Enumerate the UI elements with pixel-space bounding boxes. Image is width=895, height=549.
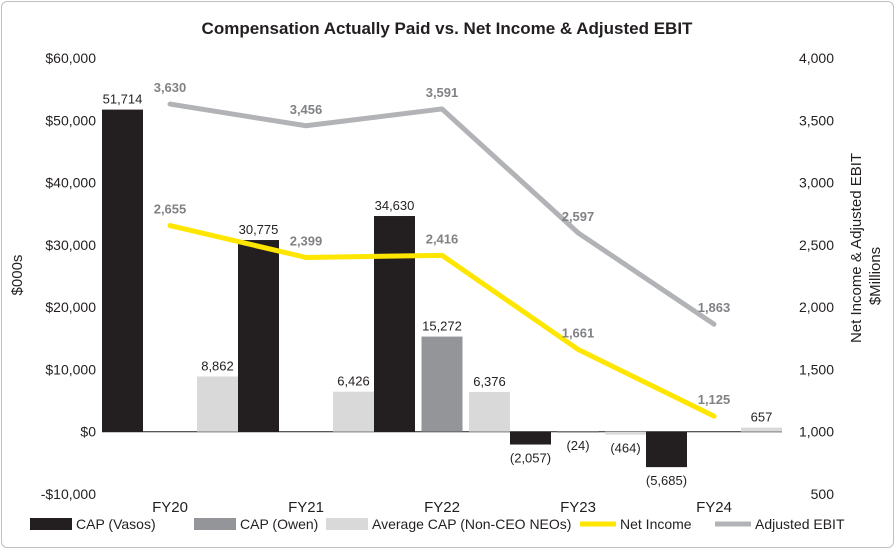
legend-label: Average CAP (Non-CEO NEOs) bbox=[372, 516, 571, 532]
x-tick-label: FY24 bbox=[696, 499, 732, 516]
y-tick-label: $20,000 bbox=[45, 299, 96, 315]
line-data-label: 1,125 bbox=[698, 392, 731, 407]
y-tick-label: $40,000 bbox=[45, 175, 96, 191]
legend-label: Net Income bbox=[620, 516, 692, 532]
line-data-label: 3,630 bbox=[154, 80, 187, 95]
line-data-label: 2,597 bbox=[562, 209, 595, 224]
y2-tick-label: 3,500 bbox=[799, 112, 834, 128]
y-tick-label: -$10,000 bbox=[41, 486, 96, 502]
bar-data-label: 34,630 bbox=[375, 198, 415, 213]
legend-label: Adjusted EBIT bbox=[755, 516, 845, 532]
bar-average-cap-non-ceo-neos bbox=[469, 392, 510, 432]
legend-swatch bbox=[30, 518, 72, 530]
bar-data-label: 15,272 bbox=[422, 319, 462, 334]
y2-tick-label: 1,000 bbox=[799, 424, 834, 440]
y-tick-label: $30,000 bbox=[45, 237, 96, 253]
data-labels: 51,714 30,775 34,630 (2,057) (5,685) 15,272 (2… bbox=[103, 80, 773, 488]
legend-swatch bbox=[194, 518, 236, 530]
line-data-label: 1,661 bbox=[562, 325, 595, 340]
x-tick-label: FY22 bbox=[424, 499, 460, 516]
legend-label: CAP (Owen) bbox=[240, 516, 318, 532]
y-tick-label: $10,000 bbox=[45, 361, 96, 377]
y2-tick-label: 500 bbox=[811, 486, 835, 502]
bar-average-cap-non-ceo-neos bbox=[333, 391, 374, 432]
y2-axis-label-line2: $Millions bbox=[867, 247, 884, 305]
y2-tick-label: 2,500 bbox=[799, 237, 834, 253]
bar-data-label: (24) bbox=[566, 438, 589, 453]
bar-cap-vasos bbox=[238, 240, 279, 432]
bar-data-label: (464) bbox=[610, 441, 640, 456]
line-data-label: 2,655 bbox=[154, 202, 187, 217]
bar-data-label: (2,057) bbox=[510, 451, 551, 466]
bar-data-label: (5,685) bbox=[646, 473, 687, 488]
y-tick-label: $0 bbox=[80, 424, 96, 440]
y-axis-label: $000s bbox=[9, 255, 26, 296]
bar-average-cap-non-ceo-neos bbox=[605, 431, 646, 435]
y2-tick-label: 3,000 bbox=[799, 175, 834, 191]
y-tick-label: $50,000 bbox=[45, 112, 96, 128]
bar-cap-owen bbox=[421, 336, 463, 432]
line-data-label: 1,863 bbox=[698, 300, 731, 315]
chart-title: Compensation Actually Paid vs. Net Incom… bbox=[202, 19, 693, 38]
line-net-income bbox=[167, 223, 717, 419]
bar-data-label: 30,775 bbox=[239, 222, 279, 237]
bar-cap-vasos bbox=[646, 431, 687, 468]
x-tick-label: FY23 bbox=[560, 499, 596, 516]
bar-data-label: 51,714 bbox=[103, 92, 143, 107]
bar-data-label: 657 bbox=[751, 410, 773, 425]
y2-tick-label: 4,000 bbox=[799, 50, 834, 66]
bar-cap-vasos bbox=[510, 431, 551, 445]
bar-data-label: 8,862 bbox=[201, 359, 234, 374]
legend: CAP (Vasos) CAP (Owen) Average CAP (Non-CE… bbox=[30, 516, 845, 532]
bar-cap-vasos bbox=[102, 109, 143, 432]
line-data-label: 2,399 bbox=[290, 233, 323, 248]
line-data-label: 3,456 bbox=[290, 102, 323, 117]
bar-cap-vasos bbox=[374, 216, 415, 432]
lines bbox=[167, 101, 717, 419]
line-adjusted-ebit bbox=[167, 101, 717, 327]
bars bbox=[102, 109, 782, 468]
y2-axis-label-line1: Net Income & Adjusted EBIT bbox=[848, 153, 865, 343]
bar-data-label: 6,426 bbox=[337, 374, 370, 389]
x-tick-label: FY20 bbox=[152, 499, 188, 516]
bar-average-cap-non-ceo-neos bbox=[741, 427, 782, 432]
bar-cap-owen bbox=[557, 431, 599, 433]
axes: -$10,000 $0 $10,000 $20,000 $30,000 $40,000 $5… bbox=[41, 50, 834, 516]
line-data-label: 3,591 bbox=[426, 85, 459, 100]
x-tick-label: FY21 bbox=[288, 499, 324, 516]
line-data-label: 2,416 bbox=[426, 231, 459, 246]
legend-swatch bbox=[326, 518, 368, 530]
y2-tick-label: 2,000 bbox=[799, 299, 834, 315]
y-tick-label: $60,000 bbox=[45, 50, 96, 66]
bar-data-label: 6,376 bbox=[473, 374, 506, 389]
bar-average-cap-non-ceo-neos bbox=[197, 376, 238, 432]
y2-tick-label: 1,500 bbox=[799, 361, 834, 377]
legend-label: CAP (Vasos) bbox=[76, 516, 156, 532]
